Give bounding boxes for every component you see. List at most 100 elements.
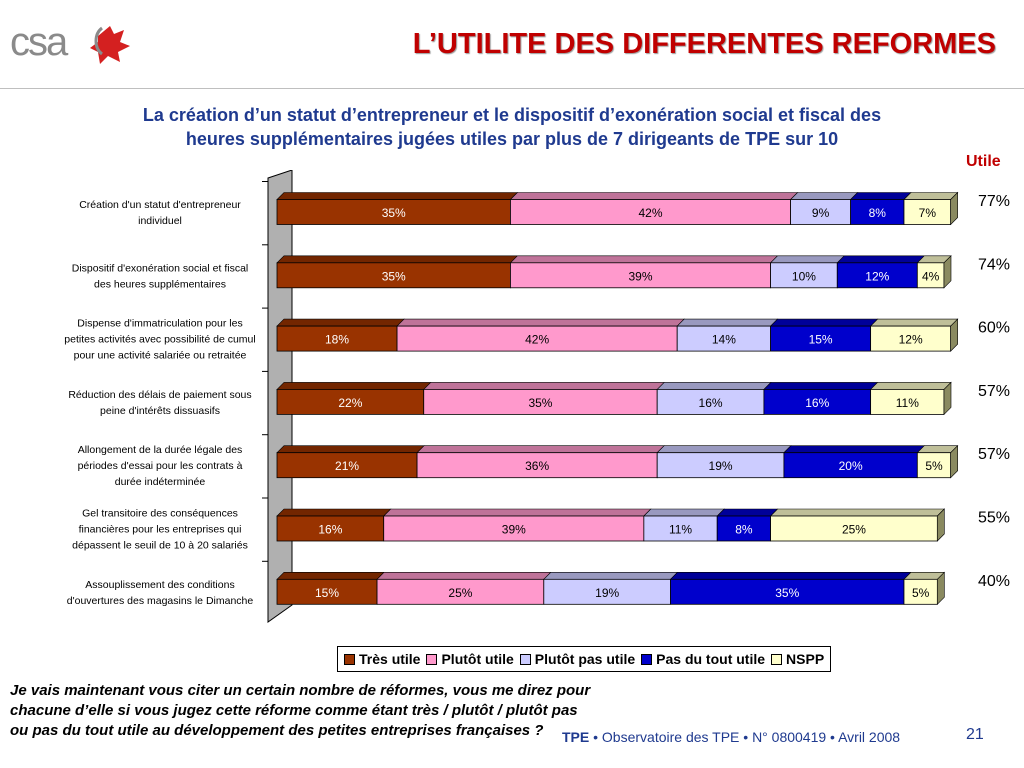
legend-item: Pas du tout utile bbox=[641, 651, 765, 667]
bar-top-face bbox=[849, 192, 912, 200]
bar-top-face bbox=[543, 571, 679, 580]
bar-value-label: 16% bbox=[699, 396, 723, 410]
bar-segment bbox=[276, 578, 378, 605]
legend-swatch bbox=[771, 653, 783, 665]
bar-segment bbox=[276, 515, 385, 542]
bar-top-face bbox=[276, 445, 425, 454]
legend-swatch bbox=[519, 653, 531, 665]
bar-value-label: 25% bbox=[448, 586, 472, 600]
bar-value-label: 39% bbox=[628, 269, 652, 283]
bar-value-label: 42% bbox=[525, 333, 549, 347]
bar-segment bbox=[543, 578, 671, 605]
bar-top-face bbox=[869, 318, 959, 327]
subtitle-line-2: heures supplémentaires jugées utiles par… bbox=[185, 129, 839, 149]
bar-top-face bbox=[716, 508, 779, 517]
bar-value-label: 19% bbox=[709, 459, 733, 473]
category-label-line: d'ouvertures des magasins le Dimanche bbox=[67, 595, 254, 607]
bar-value-label: 11% bbox=[896, 396, 919, 410]
legend-item: NSPP bbox=[771, 651, 824, 667]
bar-value-label: 15% bbox=[315, 586, 339, 600]
bar-side-face bbox=[950, 444, 958, 479]
bar-value-label: 16% bbox=[318, 523, 342, 537]
category-label-line: Dispense d'immatriculation pour les bbox=[77, 318, 242, 330]
bar-top-face bbox=[276, 382, 432, 390]
bar-segment bbox=[670, 578, 905, 605]
bar-value-label: 18% bbox=[325, 333, 349, 347]
bar-top-face bbox=[423, 382, 665, 390]
bar-value-label: 12% bbox=[899, 333, 923, 347]
bar-segment bbox=[716, 515, 771, 542]
bar-top-face bbox=[376, 571, 552, 580]
title-divider bbox=[0, 88, 1024, 89]
bar-value-label: 16% bbox=[805, 396, 829, 410]
bar-value-label: 35% bbox=[528, 396, 552, 410]
bar-top-face bbox=[276, 508, 392, 517]
bar-top-face bbox=[276, 255, 519, 264]
bar-top-face bbox=[643, 508, 725, 517]
legend-label: NSPP bbox=[786, 651, 825, 667]
bar-side-face bbox=[950, 191, 958, 226]
page-number: 21 bbox=[966, 726, 984, 743]
bar-segment bbox=[376, 578, 545, 605]
category-label-line: Réduction des délais de paiement sous bbox=[68, 389, 251, 401]
bar-segment bbox=[790, 199, 852, 225]
csa-logo: csa bbox=[10, 18, 130, 68]
bar-value-label: 11% bbox=[669, 523, 692, 537]
bar-top-face bbox=[676, 318, 779, 327]
category-label: Gel transitoire des conséquences financiè… bbox=[72, 508, 248, 552]
chart-subtitle: La création d’un statut d’entrepreneur e… bbox=[30, 103, 994, 151]
category-label: Création d'un statut d'entrepreneur indiv… bbox=[79, 199, 241, 227]
bar-value-label: 20% bbox=[839, 459, 863, 473]
bar-top-face bbox=[276, 318, 405, 327]
bar-value-label: 25% bbox=[842, 523, 866, 537]
bar-value-label: 9% bbox=[812, 206, 830, 220]
utile-total-label: 77% bbox=[978, 193, 1010, 210]
category-label-line: des heures supplémentaires bbox=[94, 278, 226, 290]
category-label-line: dépassent le seuil de 10 à 20 salariés bbox=[72, 540, 248, 552]
bar-value-label: 12% bbox=[865, 269, 889, 283]
bar-top-face bbox=[396, 318, 685, 327]
category-label: Dispense d'immatriculation pour les petit… bbox=[64, 318, 255, 362]
bar-top-face bbox=[276, 571, 385, 580]
bar-top-face bbox=[783, 445, 926, 454]
bar-segment bbox=[916, 452, 952, 479]
bar-top-face bbox=[276, 192, 519, 200]
bar-value-label: 10% bbox=[792, 269, 816, 283]
bar-side-face bbox=[943, 381, 952, 416]
bar-top-face bbox=[836, 255, 926, 264]
bar-segment bbox=[770, 325, 872, 352]
bar-value-label: 15% bbox=[809, 333, 833, 347]
bar-top-face bbox=[769, 255, 846, 264]
category-label: Dispositif d'exonération social et fisca… bbox=[72, 262, 249, 290]
category-label-line: Dispositif d'exonération social et fisca… bbox=[72, 262, 249, 274]
bar-segment bbox=[770, 262, 838, 289]
bar-top-face bbox=[869, 382, 952, 390]
bar-segment bbox=[770, 515, 938, 542]
bar-value-label: 4% bbox=[922, 269, 940, 283]
category-label-line: individuel bbox=[138, 215, 182, 227]
bar-top-face bbox=[509, 192, 799, 200]
bar-top-face bbox=[769, 508, 946, 517]
utile-total-label: 40% bbox=[978, 573, 1010, 590]
bar-value-label: 7% bbox=[919, 206, 937, 220]
legend-swatch bbox=[426, 653, 438, 665]
bar-segment bbox=[903, 578, 938, 605]
bar-segment bbox=[903, 199, 952, 225]
legend-item: Plutôt utile bbox=[426, 651, 514, 667]
footer-source: TPE • Observatoire des TPE • N° 0800419 … bbox=[562, 729, 900, 745]
legend-item: Plutôt pas utile bbox=[519, 651, 635, 667]
category-label-line: pour une activité salariée ou retraitée bbox=[74, 350, 247, 362]
bar-segment bbox=[656, 388, 765, 415]
utile-total-label: 55% bbox=[978, 510, 1010, 527]
bar-value-label: 36% bbox=[525, 459, 549, 473]
bar-side-face bbox=[937, 571, 945, 606]
bar-value-label: 5% bbox=[925, 459, 943, 473]
bar-segment bbox=[423, 388, 658, 415]
bar-value-label: 22% bbox=[338, 396, 362, 410]
bar-top-face bbox=[382, 508, 652, 517]
bar-value-label: 42% bbox=[639, 206, 663, 220]
legend-item: Très utile bbox=[344, 651, 420, 667]
bar-top-face bbox=[789, 192, 859, 200]
legend-label: Pas du tout utile bbox=[656, 651, 766, 667]
bar-segment bbox=[276, 388, 425, 415]
